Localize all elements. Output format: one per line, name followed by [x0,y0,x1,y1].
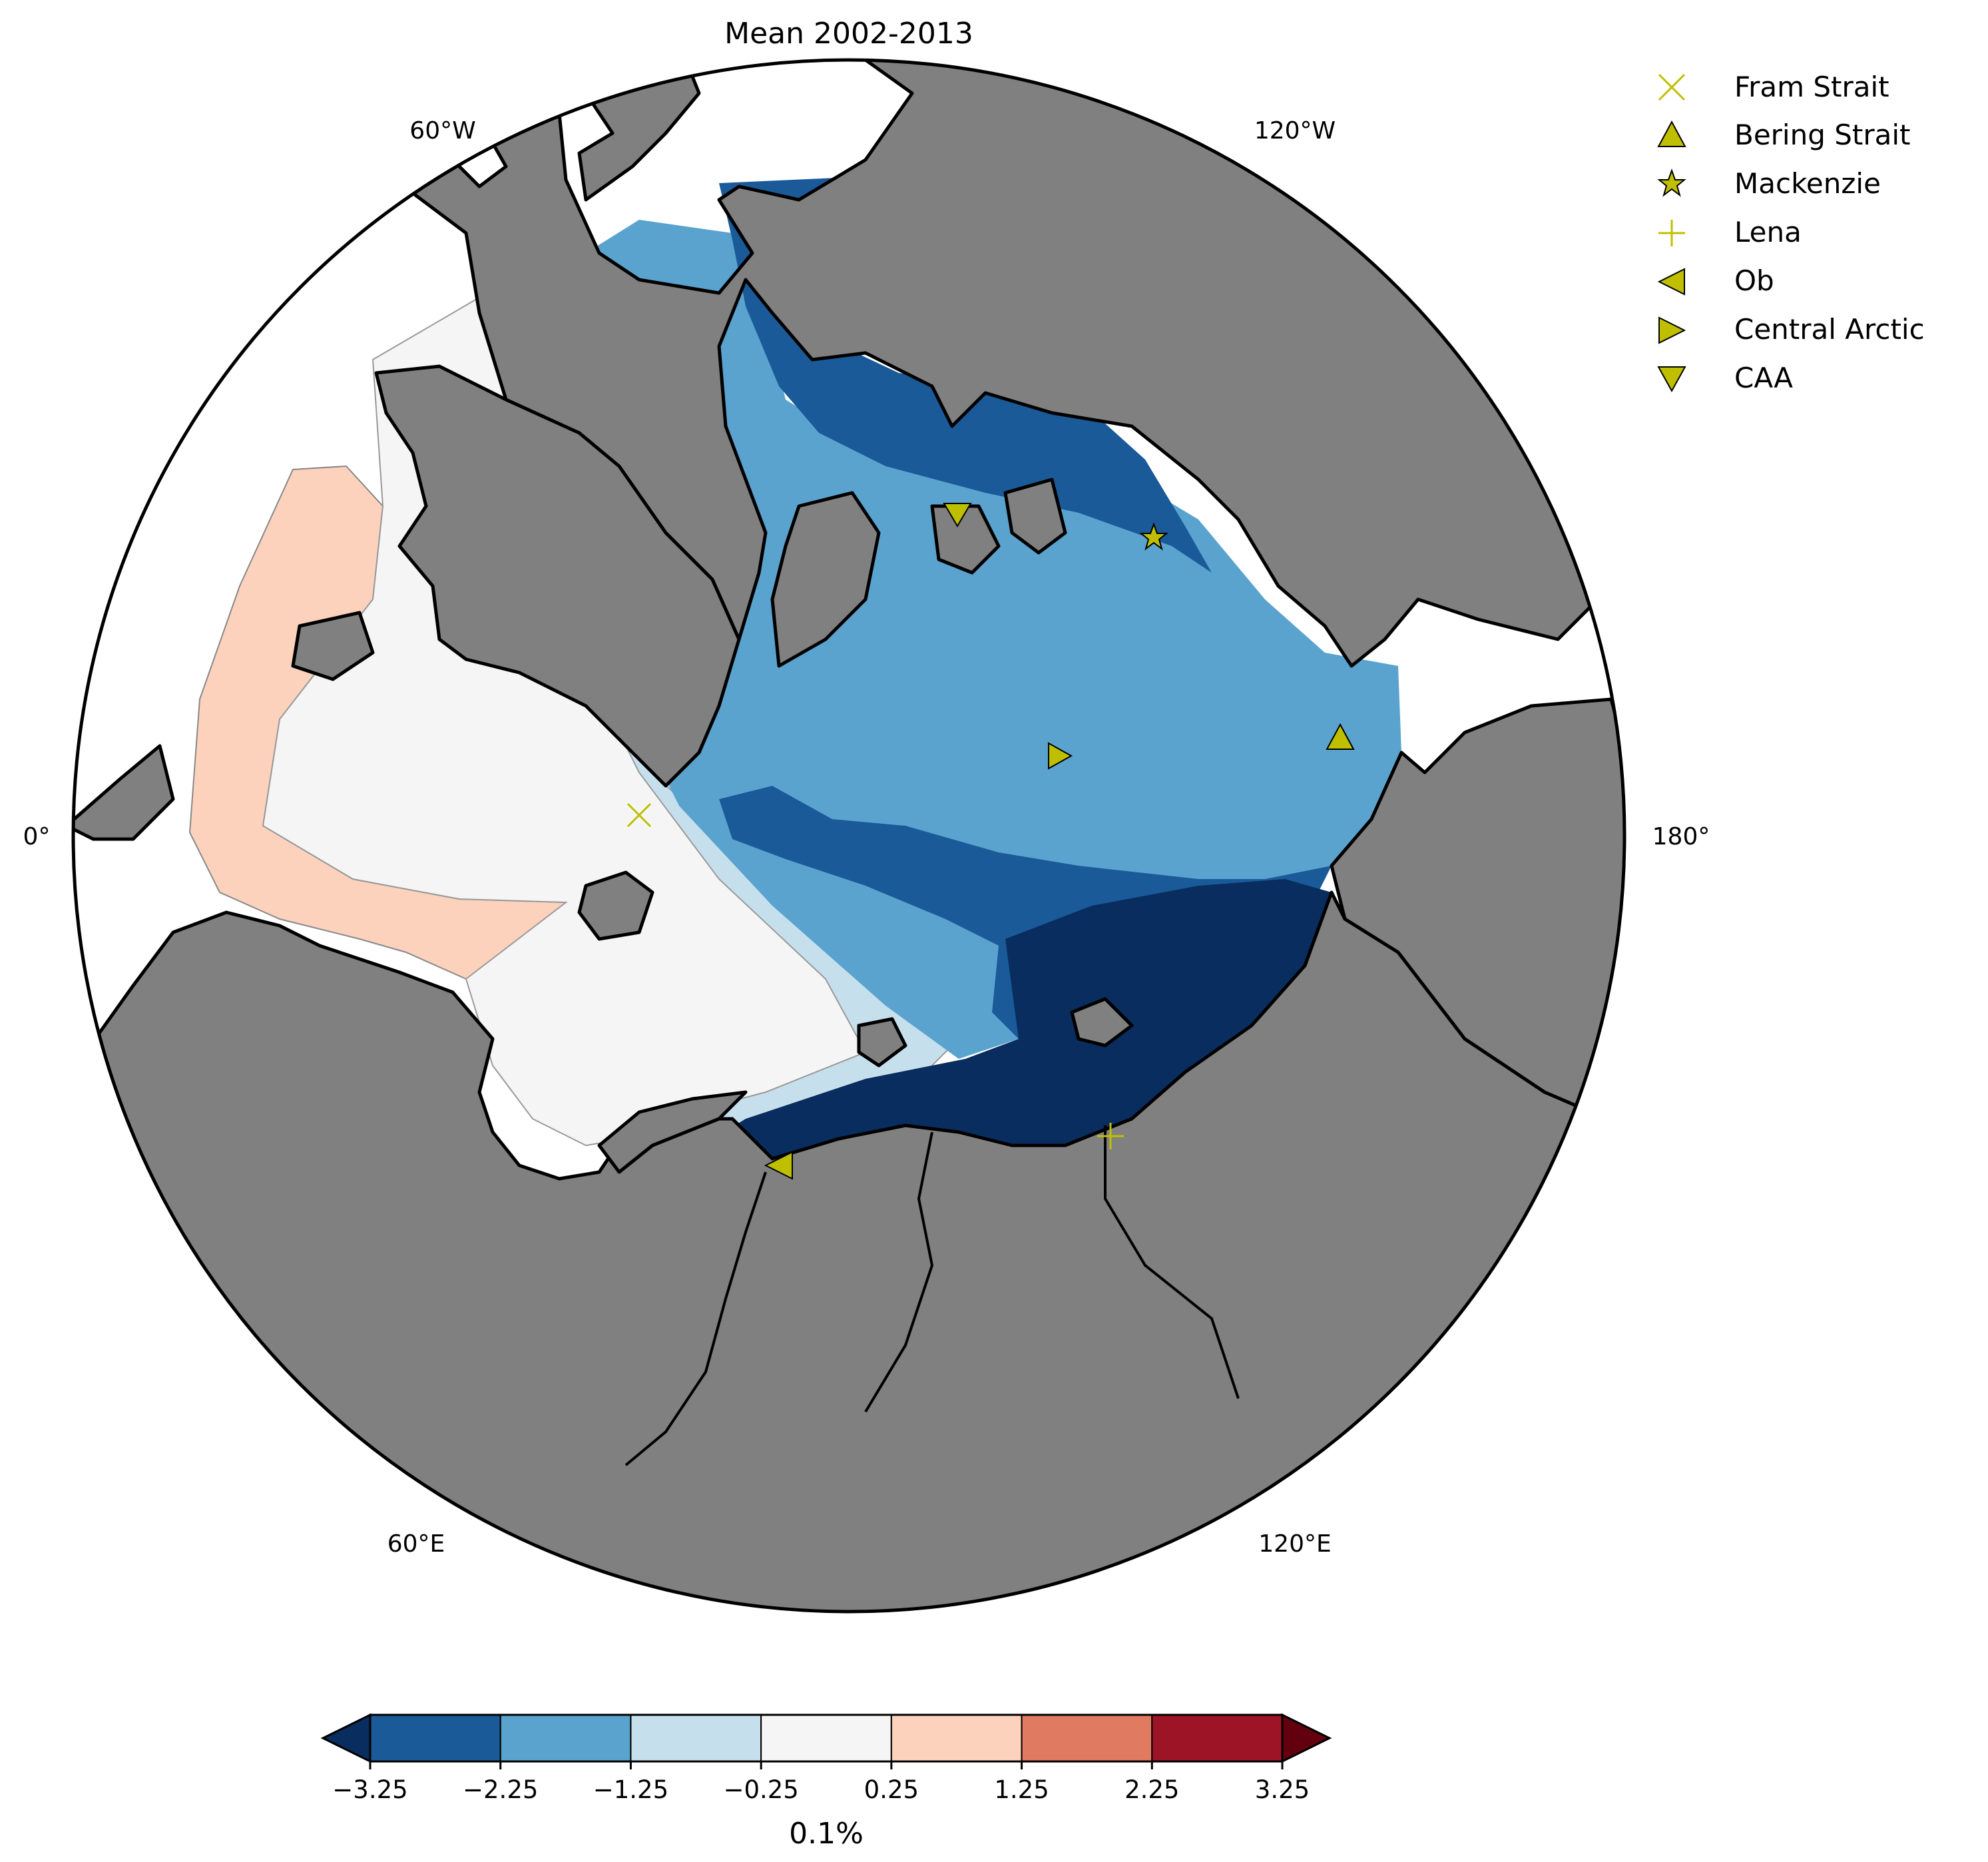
marker-caa [943,503,972,527]
legend-label-central-arctic: Central Arctic [1734,313,1925,346]
lon-label-120e: 120°E [1258,1530,1331,1558]
legend-label-lena: Lena [1734,216,1802,248]
colorbar: −3.25 −2.25 −1.25 −0.25 0.25 1.25 2.25 3.25 0.1… [320,1713,1332,1851]
legend-marker-fram-strait [1658,73,1686,101]
colorbar-tick-label: 0.25 [864,1775,919,1804]
colorbar-tick-label: −3.25 [332,1775,407,1804]
lon-label-60w: 60°W [409,117,475,145]
legend-label-mackenzie: Mackenzie [1734,167,1881,200]
land-franz-josef [857,1017,907,1068]
land-novaya-zemlya [597,1090,748,1174]
region-band-dark-blue-caa [719,176,1212,573]
colorbar-cells [370,1714,1284,1762]
colorbar-cell [370,1714,501,1762]
colorbar-cell [890,1714,1023,1762]
legend: Fram Strait Bering Strait Mackenzie Lena… [1657,71,1925,394]
legend-label-ob: Ob [1734,264,1774,297]
legend-label-fram-strait: Fram Strait [1734,71,1889,103]
colorbar-tick-label: −2.25 [463,1775,538,1804]
land-iceland [291,611,375,681]
legend-marker-lena [1658,220,1685,246]
marker-bering-strait [1326,723,1355,750]
station-markers [626,503,1355,1180]
colorbar-cell [499,1714,632,1762]
river-lena [1104,1125,1240,1399]
polar-map [71,58,1626,1614]
colorbar-ticks: −3.25 −2.25 −1.25 −0.25 0.25 1.25 2.25 3.25 [332,1761,1310,1804]
colorbar-cell [630,1714,762,1762]
lon-label-60e: 60°E [387,1530,445,1558]
region-strongest-negative [659,879,1332,1219]
region-band-dark-blue [719,786,1332,1039]
river-ob [624,1171,767,1466]
colorbar-under-extension [320,1713,372,1763]
marker-fram-strait [626,802,652,828]
legend-marker-ob [1657,268,1685,296]
colorbar-tick-label: 1.25 [994,1775,1049,1804]
lon-label-180: 180° [1652,823,1710,850]
land-caa-island-1 [770,491,881,668]
legend-label-bering-strait: Bering Strait [1734,119,1911,151]
legend-label-caa: CAA [1734,362,1793,394]
colorbar-tick-label: 3.25 [1255,1775,1310,1804]
marker-ob [764,1151,793,1180]
legend-marker-bering-strait [1657,120,1686,147]
legend-marker-central-arctic [1658,316,1686,344]
land-caa-island-2 [930,504,1001,575]
marker-central-arctic [1048,742,1073,770]
colorbar-tick-label: 2.25 [1124,1775,1179,1804]
map-title: Mean 2002-2013 [724,17,973,51]
marker-lena [1097,1123,1124,1149]
marker-mackenzie [1139,522,1168,551]
legend-marker-caa [1657,366,1686,393]
river-yenisei [864,1131,934,1413]
land-scandinavia [73,744,175,841]
colorbar-cell [1021,1714,1153,1762]
land-svalbard [577,870,654,941]
colorbar-tick-label: −1.25 [593,1775,668,1804]
lon-label-120w: 120°W [1254,117,1336,145]
land-new-siberian-islands [1070,997,1134,1048]
colorbar-over-extension [1281,1713,1332,1763]
colorbar-label: 0.1% [789,1817,864,1851]
colorbar-cell [1151,1714,1284,1762]
land-eurasia [73,890,1624,1612]
colorbar-outline [369,1713,1284,1763]
lon-label-0: 0° [23,823,51,850]
land-caa-island-3 [1003,477,1067,555]
colorbar-cell [760,1714,892,1762]
colorbar-tick-label: −0.25 [723,1775,798,1804]
legend-marker-mackenzie [1657,168,1686,197]
